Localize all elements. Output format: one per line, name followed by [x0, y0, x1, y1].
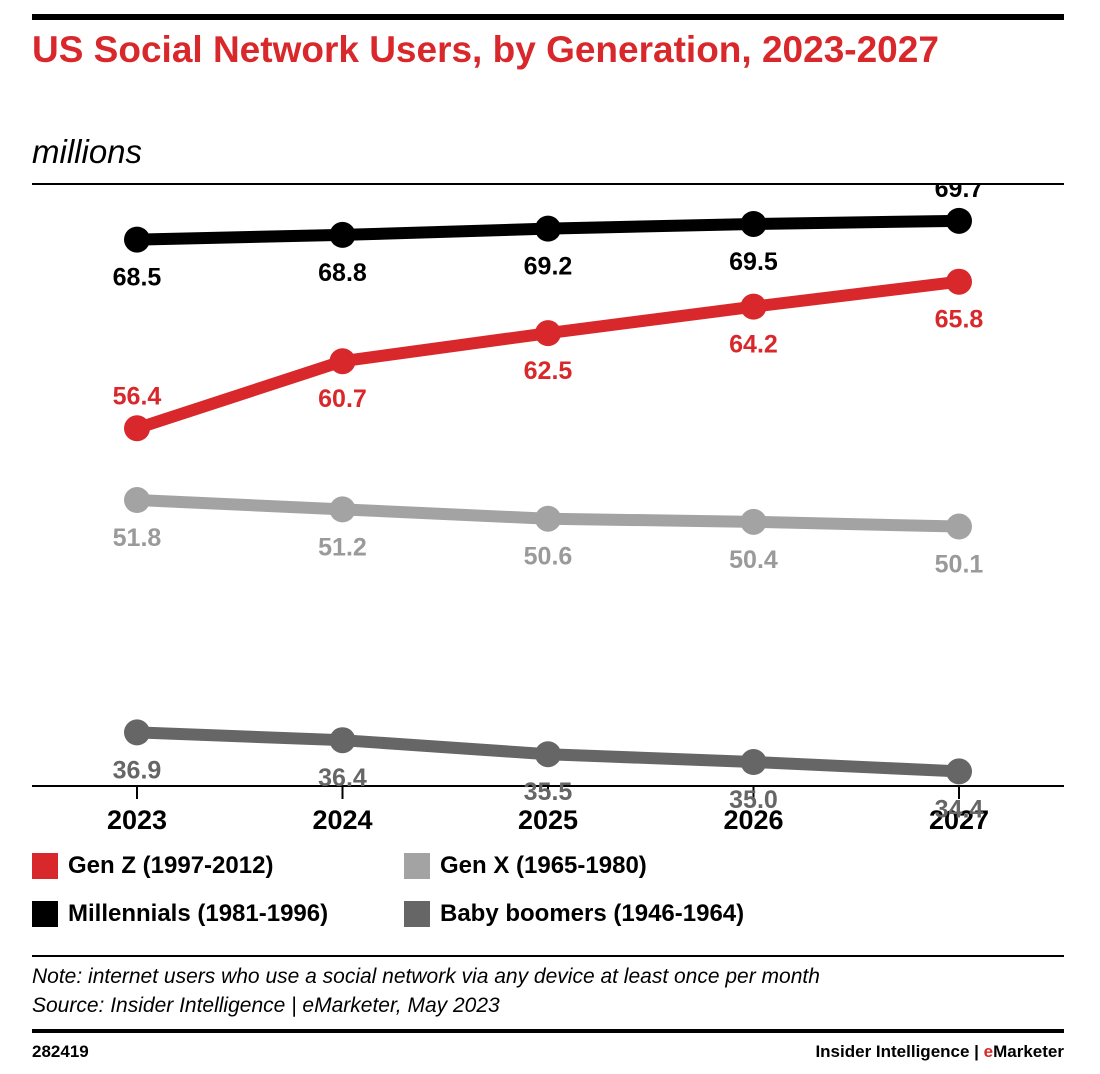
data-point [946, 513, 972, 540]
legend-label-millennials: Millennials (1981-1996) [68, 900, 329, 927]
x-tick-label: 2023 [107, 805, 167, 835]
bottom-rule [32, 1029, 1064, 1033]
data-point [946, 207, 972, 234]
source-text: Source: Insider Intelligence | eMarketer… [32, 994, 500, 1017]
data-label: 60.7 [318, 385, 367, 413]
data-label: 34.4 [935, 795, 984, 823]
data-point [329, 496, 356, 523]
legend-item-gen-z: Gen Z (1997-2012) [32, 852, 273, 880]
data-point [124, 719, 150, 746]
legend: Gen Z (1997-2012) Gen X (1965-1980) Mill… [32, 848, 932, 938]
data-label: 62.5 [524, 357, 573, 385]
data-point [535, 505, 561, 532]
title-divider [32, 183, 1064, 185]
data-label: 35.0 [729, 786, 778, 814]
data-point [124, 487, 150, 514]
data-label: 69.2 [524, 253, 573, 281]
legend-item-millennials: Millennials (1981-1996) [32, 900, 328, 928]
legend-swatch-gen-z [32, 853, 58, 879]
line-chart: 2023 2024 2025 2026 2027 68.5 68.8 69.2 69.5 69.7… [32, 185, 1064, 835]
data-label: 35.5 [524, 778, 573, 806]
data-point [535, 320, 561, 347]
data-label: 51.8 [113, 524, 162, 552]
data-label: 50.4 [729, 546, 778, 574]
data-point [535, 741, 561, 768]
data-label: 50.6 [524, 543, 573, 571]
chart-id: 282419 [32, 1042, 89, 1061]
data-point [740, 749, 767, 776]
legend-label-gen-x: Gen X (1965-1980) [440, 852, 647, 879]
data-label: 65.8 [935, 306, 984, 334]
brand-suffix: Marketer [993, 1042, 1064, 1061]
data-point [329, 348, 356, 375]
data-label: 64.2 [729, 331, 778, 359]
data-point [124, 226, 150, 253]
data-label: 69.7 [935, 185, 984, 203]
legend-item-gen-x: Gen X (1965-1980) [404, 852, 647, 880]
data-point [124, 415, 150, 442]
x-tick-label: 2026 [723, 805, 783, 835]
data-point [740, 293, 767, 320]
legend-swatch-gen-x [404, 853, 430, 879]
brand-prefix: Insider Intelligence | [815, 1042, 984, 1061]
top-rule [32, 14, 1064, 20]
data-label: 50.1 [935, 551, 984, 579]
data-label: 36.4 [318, 764, 367, 792]
x-tick-label: 2024 [312, 805, 372, 835]
brand-logo: Insider Intelligence | eMarketer [815, 1042, 1064, 1062]
data-point [946, 268, 972, 295]
data-label: 56.4 [113, 382, 162, 410]
brand-accent: e [983, 1042, 994, 1061]
data-label: 68.5 [113, 264, 162, 292]
data-label: 51.2 [318, 533, 367, 561]
data-point [329, 727, 356, 754]
data-point [946, 758, 972, 785]
legend-label-baby-boomers: Baby boomers (1946-1964) [440, 900, 745, 927]
data-label: 68.8 [318, 259, 367, 287]
note-text: Note: internet users who use a social ne… [32, 965, 820, 988]
data-label: 69.5 [729, 248, 778, 276]
footnote: Note: internet users who use a social ne… [32, 962, 820, 1020]
chart-subtitle: millions [32, 133, 143, 170]
legend-swatch-baby-boomers [404, 901, 430, 927]
data-point [740, 210, 767, 237]
x-tick-label: 2025 [518, 805, 578, 835]
data-point [535, 215, 561, 242]
x-tick-label: 2027 [929, 805, 989, 835]
legend-item-baby-boomers: Baby boomers (1946-1964) [404, 900, 744, 928]
data-point [740, 508, 767, 535]
data-label: 36.9 [113, 756, 162, 784]
legend-swatch-millennials [32, 901, 58, 927]
legend-divider [32, 955, 1064, 957]
series-line [131, 275, 965, 435]
chart-title: US Social Network Users, by Generation, … [32, 29, 939, 70]
data-point [329, 221, 356, 248]
legend-label-gen-z: Gen Z (1997-2012) [68, 852, 274, 879]
